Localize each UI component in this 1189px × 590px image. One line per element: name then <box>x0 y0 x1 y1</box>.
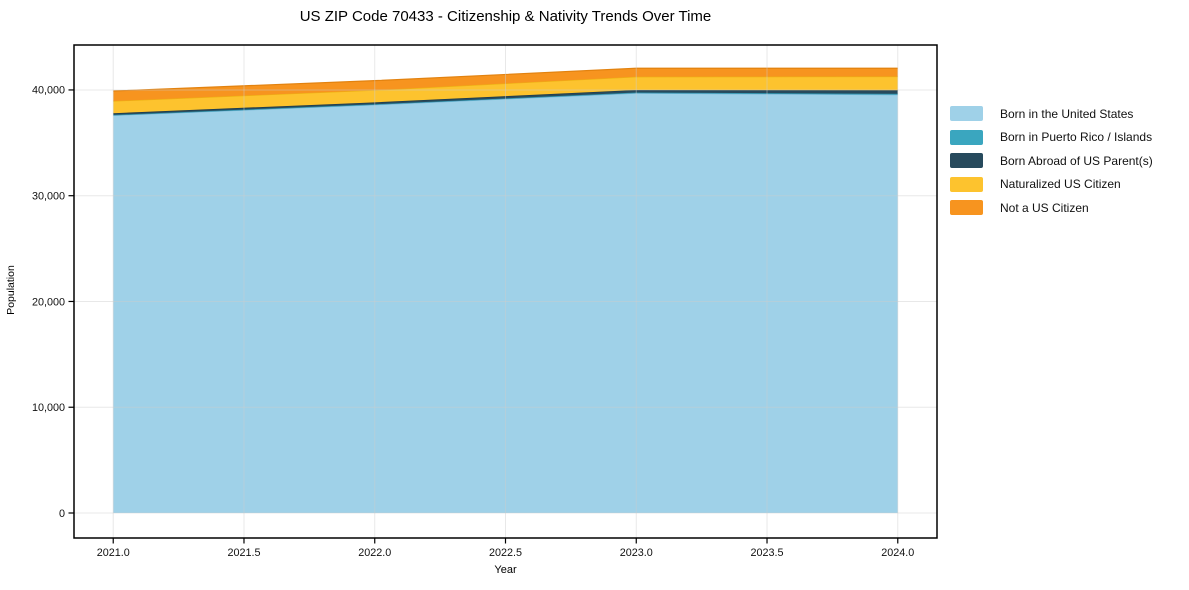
legend-label: Born in the United States <box>1000 106 1134 121</box>
y-tick-label: 40,000 <box>32 85 65 97</box>
legend-swatch-born-us <box>950 106 983 121</box>
area-band-not-citizen <box>113 68 898 102</box>
area-band-born-us <box>113 93 898 513</box>
chart-title: US ZIP Code 70433 - Citizenship & Nativi… <box>299 8 712 25</box>
legend-item-born-us: Born in the United States <box>950 106 1153 121</box>
x-tick-label: 2021.5 <box>227 547 260 559</box>
x-axis-label: Year <box>494 564 517 576</box>
legend-item-naturalized: Naturalized US Citizen <box>950 176 1153 192</box>
legend: Born in the United States Born in Puerto … <box>950 106 1153 224</box>
legend-item-not-citizen: Not a US Citizen <box>950 200 1153 215</box>
legend-swatch-naturalized <box>950 176 983 192</box>
area-band-naturalized <box>113 76 898 114</box>
area-band-born-abroad <box>113 89 898 115</box>
x-tick-label: 2023.5 <box>750 547 783 559</box>
legend-swatch-born-abroad <box>950 153 983 168</box>
x-tick-label: 2022.0 <box>358 547 391 559</box>
x-tick-label: 2021.0 <box>97 547 130 559</box>
legend-item-born-pr: Born in Puerto Rico / Islands <box>950 129 1153 145</box>
legend-swatch-born-pr <box>950 129 983 145</box>
legend-label: Born in Puerto Rico / Islands <box>1000 130 1153 144</box>
legend-label: Born Abroad of US Parent(s) <box>1000 153 1153 168</box>
x-tick-label: 2022.5 <box>489 547 522 559</box>
y-tick-label: 30,000 <box>32 191 65 203</box>
y-tick-label: 0 <box>59 508 65 520</box>
legend-item-born-abroad: Born Abroad of US Parent(s) <box>950 153 1153 168</box>
x-tick-label: 2024.0 <box>881 547 914 559</box>
y-tick-label: 20,000 <box>32 296 65 308</box>
legend-label: Naturalized US Citizen <box>1000 177 1121 191</box>
legend-label: Not a US Citizen <box>1000 200 1089 215</box>
area-edge-not-citizen <box>113 67 898 92</box>
legend-swatch-not-citizen <box>950 200 983 215</box>
x-tick-label: 2023.0 <box>620 547 653 559</box>
y-tick-label: 10,000 <box>32 402 65 414</box>
